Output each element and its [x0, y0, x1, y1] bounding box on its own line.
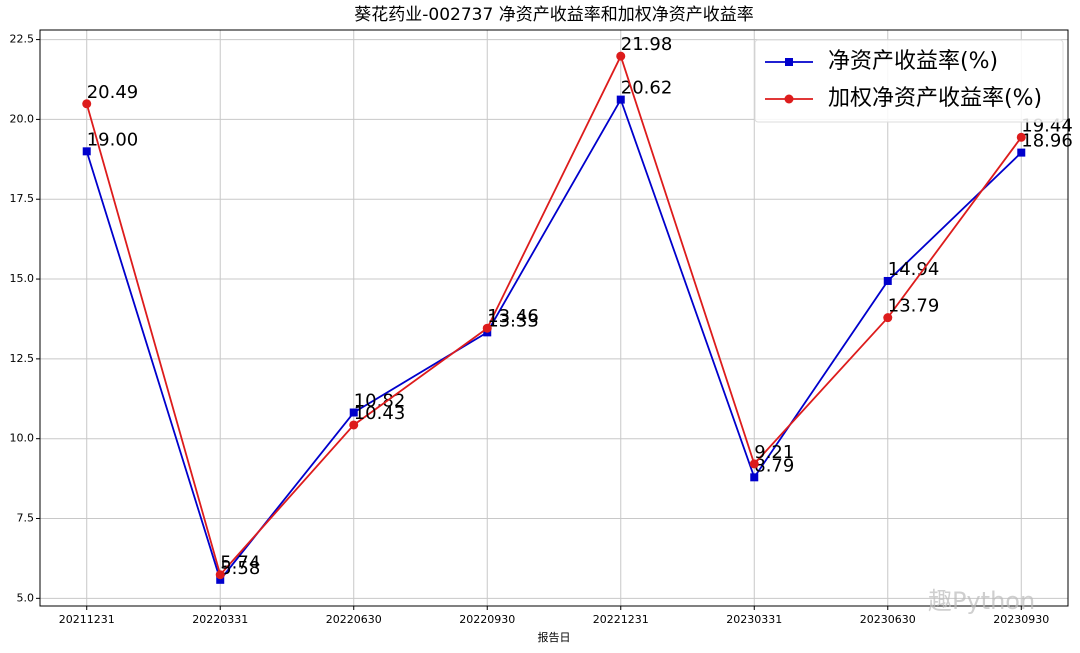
- marker: [349, 420, 359, 430]
- marker: [616, 95, 625, 104]
- legend: 净资产收益率(%) 加权净资产收益率(%): [754, 39, 1064, 123]
- y-tick-label: 10.0: [10, 432, 35, 445]
- data-label: 13.46: [487, 306, 539, 327]
- series-line: [85, 97, 1022, 582]
- marker: [82, 99, 92, 109]
- data-label: 9.21: [754, 442, 794, 463]
- x-axis-label: 报告日: [538, 630, 571, 644]
- data-label: 20.49: [87, 82, 139, 103]
- marker: [215, 570, 225, 580]
- plot-frame: [39, 29, 1069, 607]
- watermark: 趣Python: [928, 587, 1035, 615]
- x-tick-label: 20211231: [59, 613, 115, 626]
- marker: [1017, 148, 1026, 157]
- legend-box: [754, 39, 1064, 123]
- marker: [482, 323, 492, 333]
- y-tick-label: 7.5: [17, 512, 35, 525]
- chart-title: 葵花药业-002737 净资产收益率和加权净资产收益率: [354, 5, 753, 25]
- marker: [1016, 132, 1026, 142]
- data-label: 13.33: [487, 310, 539, 331]
- legend-label: 加权净资产收益率(%): [828, 86, 1042, 111]
- marker: [349, 408, 358, 417]
- marker: [82, 147, 91, 156]
- data-label: 21.98: [621, 34, 673, 55]
- data-label: 14.94: [888, 259, 940, 280]
- x-tick-label: 20220630: [326, 613, 382, 626]
- marker: [785, 58, 793, 66]
- series-line: [85, 53, 1022, 577]
- y-tick-label: 22.5: [10, 33, 35, 46]
- x-tick-label: 20220331: [192, 613, 248, 626]
- marker: [883, 313, 893, 323]
- marker: [749, 459, 759, 469]
- data-label: 19.00: [87, 129, 139, 150]
- y-tick-label: 5.0: [17, 591, 35, 604]
- data-label: 10.43: [354, 403, 406, 424]
- data-label: 10.82: [354, 391, 406, 412]
- marker: [616, 51, 626, 61]
- x-tick-label: 20230331: [726, 613, 782, 626]
- y-tick-label: 20.0: [10, 112, 35, 125]
- data-label: 13.79: [888, 296, 940, 317]
- legend-label: 净资产收益率(%): [828, 49, 998, 74]
- y-tick-label: 15.0: [10, 272, 35, 285]
- x-tick-label: 20230630: [860, 613, 916, 626]
- x-tick-label: 20230930: [993, 613, 1049, 626]
- marker: [216, 575, 225, 584]
- y-tick-label: 17.5: [10, 192, 35, 205]
- marker: [750, 473, 759, 482]
- marker: [883, 276, 892, 285]
- y-tick-label: 12.5: [10, 352, 35, 365]
- data-label: 18.96: [1021, 131, 1073, 152]
- x-tick-label: 20220930: [459, 613, 515, 626]
- x-tick-label: 20221231: [593, 613, 649, 626]
- data-label: 5.74: [220, 553, 260, 574]
- marker: [784, 94, 794, 104]
- data-label: 8.79: [754, 455, 794, 476]
